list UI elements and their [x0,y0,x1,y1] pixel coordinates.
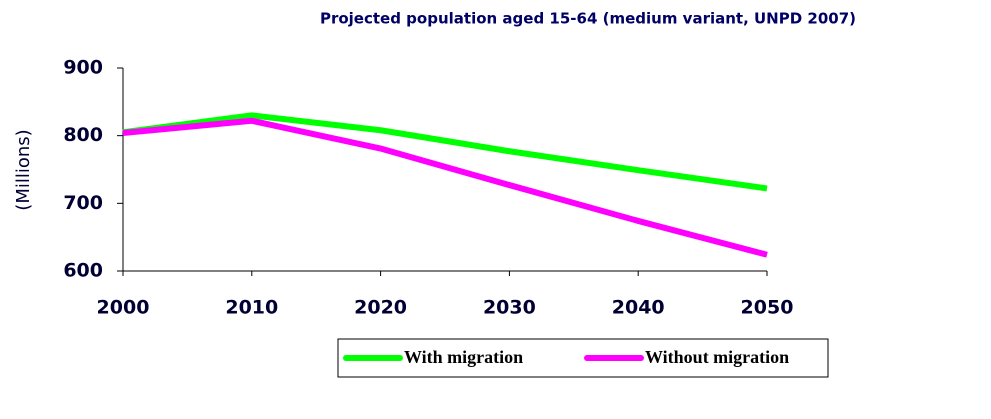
y-tick-label: 800 [63,124,103,146]
x-tick-label: 2040 [612,297,665,319]
x-tick-label: 2020 [354,297,407,319]
data-line [122,117,768,258]
y-tick-label: 700 [63,192,103,214]
y-axis-label: (Millions) [13,129,34,210]
x-tick-label: 2030 [483,297,536,319]
legend-box [337,338,829,378]
chart-title: Projected population aged 15-64 (medium … [320,10,856,28]
data-line [122,112,768,192]
x-tick-label: 2050 [741,297,794,319]
y-tick-label: 900 [63,57,103,79]
y-tick-label: 600 [63,260,103,282]
legend-label: Without migration [645,347,789,367]
x-tick-label: 2000 [97,297,150,319]
legend-label: With migration [404,347,523,367]
x-tick-label: 2010 [225,297,278,319]
